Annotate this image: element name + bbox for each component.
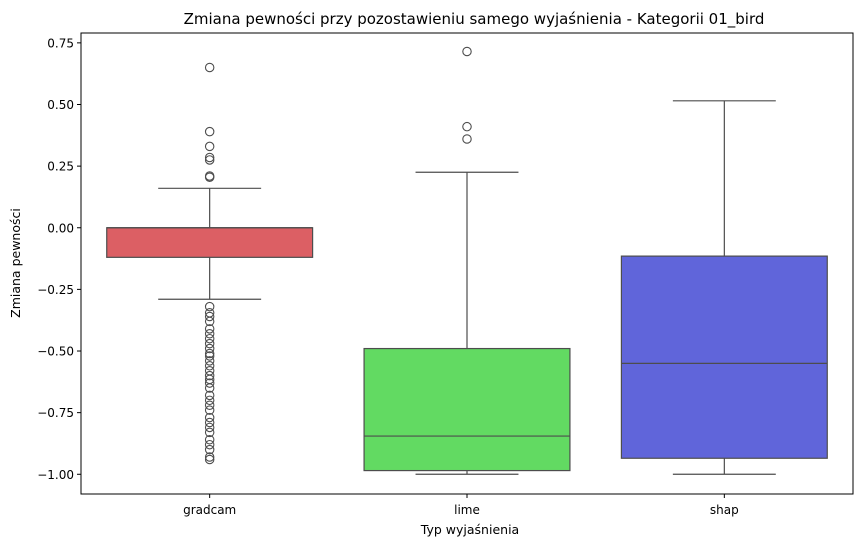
outlier-point xyxy=(204,365,215,376)
box-iqr xyxy=(363,347,571,472)
boxes-group xyxy=(106,46,828,475)
box-iqr xyxy=(106,227,314,258)
x-tick-label: shap xyxy=(710,503,739,517)
y-tick-label: 0.50 xyxy=(47,98,74,112)
y-tick-label: 0.75 xyxy=(47,36,74,50)
outlier-point xyxy=(204,172,215,182)
outlier-point xyxy=(204,435,215,445)
outlier-point xyxy=(204,370,215,381)
outlier-point xyxy=(204,405,215,415)
outlier-point xyxy=(204,311,215,322)
outlier-point xyxy=(462,121,472,132)
y-tick-label: 0.00 xyxy=(47,221,74,235)
outlier-point xyxy=(204,62,215,73)
box-lime xyxy=(363,46,571,475)
outlier-point xyxy=(204,395,215,406)
y-axis: 0.75 0.50 0.25 0.00 −0.25 −0.50 −0.75 −1.00 xyxy=(37,36,81,482)
outlier-point xyxy=(204,343,215,354)
outlier-point xyxy=(204,338,215,349)
outlier-point xyxy=(204,390,215,401)
box-gradcam xyxy=(106,62,314,465)
outlier-point xyxy=(204,454,215,465)
outlier-point xyxy=(204,400,215,411)
outlier-point xyxy=(204,329,215,339)
y-tick-label: −0.25 xyxy=(37,283,74,297)
y-axis-label: Zmiana pewności xyxy=(8,208,23,318)
x-axis-label: Typ wyjaśnienia xyxy=(420,522,519,537)
y-tick-label: −0.75 xyxy=(37,406,74,420)
outlier-point xyxy=(204,152,215,163)
x-tick-label: lime xyxy=(454,503,480,517)
outlier-point xyxy=(204,427,215,438)
outlier-point xyxy=(204,378,215,388)
outlier-point xyxy=(204,383,215,393)
chart-title: Zmiana pewności przy pozostawieniu sameg… xyxy=(184,10,765,29)
outlier-point xyxy=(204,155,215,165)
outlier-point xyxy=(204,356,215,366)
outlier-point xyxy=(204,324,215,334)
outlier-point xyxy=(204,422,215,433)
box-iqr xyxy=(620,255,828,459)
outlier-point xyxy=(204,141,215,152)
outlier-point xyxy=(204,333,215,344)
outlier-point xyxy=(462,46,472,57)
outlier-point xyxy=(204,126,215,137)
y-tick-label: −0.50 xyxy=(37,345,74,359)
outlier-point xyxy=(204,301,215,312)
x-axis: gradcam lime shap xyxy=(183,494,739,517)
outlier-point xyxy=(204,351,215,361)
outlier-point xyxy=(204,348,215,359)
outlier-point xyxy=(462,134,472,144)
outlier-point xyxy=(204,417,215,428)
x-tick-label: gradcam xyxy=(183,503,236,517)
box-shap xyxy=(620,100,828,475)
outlier-point xyxy=(204,444,215,455)
outlier-point xyxy=(204,452,215,462)
y-tick-label: 0.25 xyxy=(47,160,74,174)
outlier-point xyxy=(204,361,215,371)
outlier-point xyxy=(204,316,215,327)
outlier-point xyxy=(204,412,215,423)
outlier-point xyxy=(204,439,215,450)
y-tick-label: −1.00 xyxy=(37,468,74,482)
